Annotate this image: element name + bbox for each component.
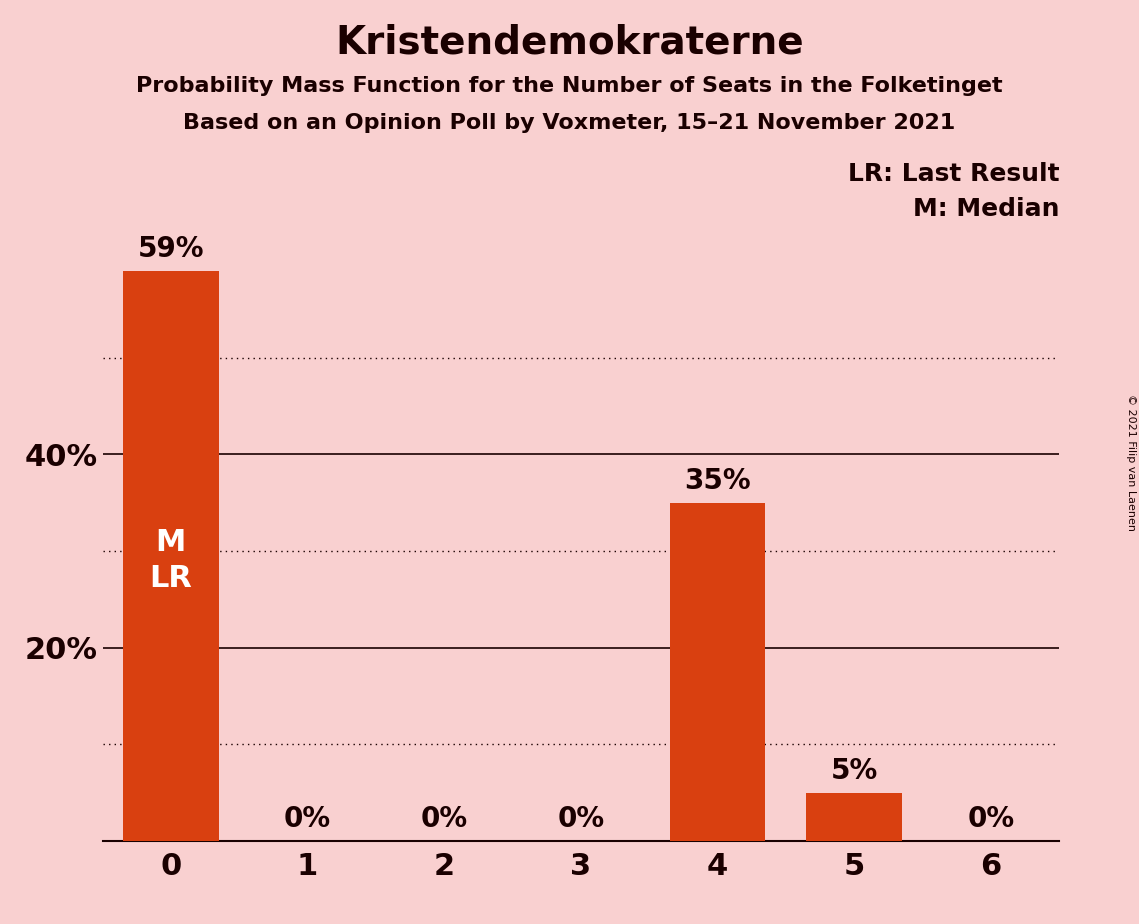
Bar [806,793,902,841]
Text: LR: Last Result: LR: Last Result [847,163,1059,187]
Text: © 2021 Filip van Laenen: © 2021 Filip van Laenen [1126,394,1136,530]
Bar [670,503,765,841]
Text: 0%: 0% [284,805,331,833]
Bar [123,271,219,841]
Text: 0%: 0% [557,805,605,833]
Text: 35%: 35% [685,467,751,494]
Text: M
LR: M LR [149,528,192,593]
Text: 0%: 0% [967,805,1015,833]
Text: 0%: 0% [420,805,468,833]
Text: Probability Mass Function for the Number of Seats in the Folketinget: Probability Mass Function for the Number… [137,76,1002,96]
Text: Based on an Opinion Poll by Voxmeter, 15–21 November 2021: Based on an Opinion Poll by Voxmeter, 15… [183,113,956,133]
Text: 5%: 5% [830,757,878,784]
Text: 59%: 59% [138,235,204,262]
Text: M: Median: M: Median [912,197,1059,221]
Text: Kristendemokraterne: Kristendemokraterne [335,23,804,61]
